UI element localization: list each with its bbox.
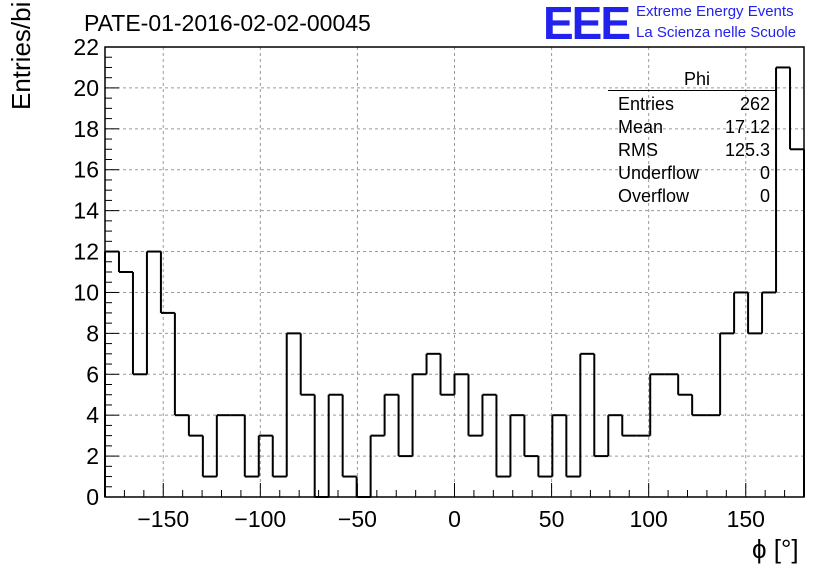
- stats-row-underflow: Underflow 0: [608, 162, 776, 185]
- y-tick-label: 20: [73, 75, 99, 101]
- logo-line-2: La Scienza nelle Scuole: [636, 24, 797, 41]
- x-axis-label: ϕ [°]: [752, 534, 799, 564]
- stats-label: RMS: [618, 140, 658, 160]
- x-tick-label: −100: [234, 506, 286, 532]
- stats-box: Phi Entries 262 Mean 17.12 RMS 125.3 Und…: [608, 68, 776, 208]
- grid-lines: [105, 47, 804, 497]
- stats-title-underline: [608, 90, 776, 91]
- stats-value: 125.3: [724, 140, 770, 160]
- stats-label: Underflow: [618, 163, 700, 183]
- y-tick-label: 10: [73, 279, 99, 305]
- eee-logo: EEE: [543, 0, 631, 49]
- y-axis-ticks: 0 2 4 6 8 10 12 14 16 18 20 22: [73, 34, 119, 510]
- stats-row-overflow: Overflow 0: [608, 185, 776, 208]
- stats-value: 17.12: [724, 117, 770, 137]
- stats-title: Phi: [683, 69, 710, 89]
- x-tick-label: −150: [137, 506, 189, 532]
- stats-label: Overflow: [618, 186, 690, 206]
- y-tick-label: 18: [73, 116, 99, 142]
- stats-value: 0: [759, 186, 770, 206]
- x-tick-label: 150: [727, 506, 765, 532]
- x-axis-ticks: −150 −100 −50 0 50 100 150: [104, 483, 805, 532]
- y-tick-label: 4: [86, 402, 99, 428]
- stats-label: Mean: [618, 117, 664, 137]
- stats-row-entries: Entries 262: [608, 93, 776, 116]
- x-tick-label: 100: [629, 506, 667, 532]
- x-tick-label: 50: [539, 506, 565, 532]
- y-tick-label: 8: [86, 320, 99, 346]
- y-tick-label: 2: [86, 443, 99, 469]
- y-tick-label: 6: [86, 361, 99, 387]
- stats-value: 0: [759, 163, 770, 183]
- y-tick-label: 16: [73, 157, 99, 183]
- stats-row-rms: RMS 125.3: [608, 139, 776, 162]
- y-tick-label: 0: [86, 484, 99, 510]
- x-tick-label: 0: [448, 506, 461, 532]
- y-tick-label: 14: [73, 198, 99, 224]
- stats-label: Entries: [618, 94, 675, 114]
- x-tick-label: −50: [338, 506, 377, 532]
- y-tick-label: 12: [73, 239, 99, 265]
- y-axis-label: Entries/bin: [6, 0, 36, 110]
- logo-line-1: Extreme Energy Events: [636, 3, 794, 20]
- stats-value: 262: [739, 94, 770, 114]
- stats-row-mean: Mean 17.12: [608, 116, 776, 139]
- plot-title: PATE-01-2016-02-02-00045: [84, 10, 371, 36]
- y-tick-label: 22: [73, 34, 99, 60]
